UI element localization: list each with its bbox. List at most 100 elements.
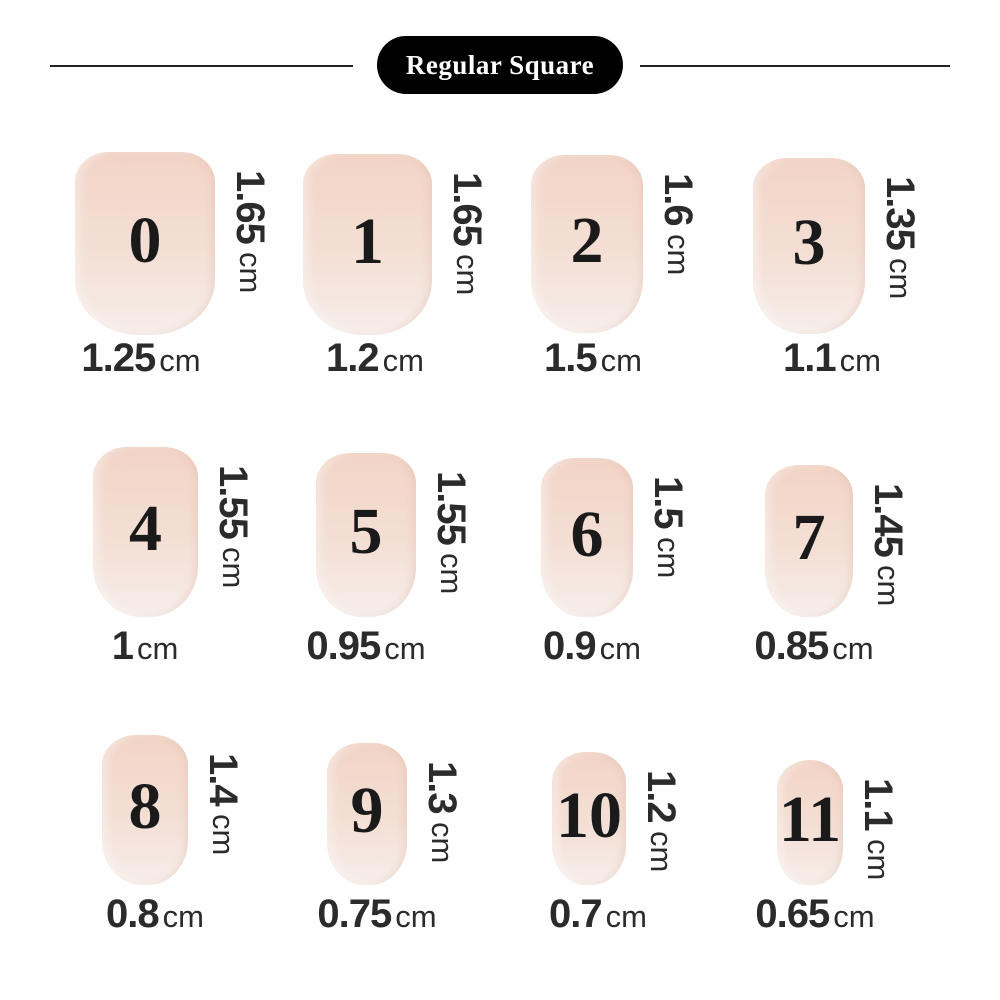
width-value: 1 <box>111 624 134 668</box>
width-unit: cm <box>600 343 642 378</box>
width-label: 0.9 cm <box>543 624 641 669</box>
nail-tip-image: 3 <box>753 158 865 334</box>
length-value: 1.65 <box>228 170 272 244</box>
length-value: 1.65 <box>445 172 489 246</box>
nail-tip-image: 4 <box>93 447 198 617</box>
width-value: 1.5 <box>544 336 598 380</box>
length-value: 1.45 <box>866 483 910 557</box>
nail-tip-image: 6 <box>541 458 633 617</box>
length-label: 1.3 cm <box>419 761 464 863</box>
width-label: 0.95 cm <box>306 624 425 669</box>
width-label: 1.5 cm <box>544 336 642 381</box>
width-unit: cm <box>136 631 179 666</box>
size-number: 3 <box>792 205 826 279</box>
width-unit: cm <box>839 343 881 378</box>
width-label: 0.7 cm <box>549 892 647 937</box>
length-value: 1.4 <box>201 753 245 806</box>
length-label: 1.35 cm <box>877 176 922 299</box>
width-value: 0.7 <box>549 892 603 936</box>
length-unit: cm <box>871 564 906 607</box>
width-label: 1.1 cm <box>783 336 881 381</box>
size-number: 1 <box>351 204 384 278</box>
width-unit: cm <box>384 631 426 666</box>
size-number: 9 <box>350 773 384 847</box>
size-number: 6 <box>570 497 604 571</box>
length-value: 1.2 <box>639 770 683 823</box>
size-number: 10 <box>556 778 622 852</box>
width-label: 1.2 cm <box>326 336 424 381</box>
width-value: 0.8 <box>106 892 160 936</box>
length-value: 1.55 <box>429 471 473 545</box>
width-label: 1 cm <box>112 624 179 669</box>
length-unit: cm <box>861 838 896 880</box>
page-title: Regular Square <box>377 36 623 94</box>
size-number: 2 <box>570 203 604 277</box>
width-value: 0.75 <box>317 892 392 936</box>
nail-tip-image: 11 <box>777 760 843 885</box>
length-unit: cm <box>450 253 485 296</box>
length-value: 1.1 <box>856 778 900 831</box>
divider-right <box>640 65 950 67</box>
length-label: 1.6 cm <box>655 173 700 275</box>
width-unit: cm <box>382 343 424 378</box>
nail-tip-image: 7 <box>765 465 853 617</box>
width-value: 1.25 <box>81 336 156 380</box>
length-value: 1.5 <box>646 476 690 529</box>
nail-tip-image: 9 <box>327 743 407 885</box>
width-unit: cm <box>159 343 201 378</box>
width-value: 0.65 <box>755 892 830 936</box>
length-unit: cm <box>434 552 469 595</box>
width-unit: cm <box>833 899 875 934</box>
divider-left <box>50 65 353 67</box>
nail-tip-image: 5 <box>316 453 416 617</box>
width-label: 0.8 cm <box>106 892 204 937</box>
nail-tip-image: 2 <box>531 155 643 333</box>
length-label: 1.5 cm <box>645 476 690 578</box>
length-label: 1.4 cm <box>200 753 245 855</box>
width-value: 1.2 <box>326 336 380 380</box>
nail-tip-image: 8 <box>102 735 188 885</box>
width-unit: cm <box>395 899 437 934</box>
width-unit: cm <box>605 899 647 934</box>
width-value: 0.9 <box>543 624 597 668</box>
length-unit: cm <box>661 233 696 275</box>
size-number: 7 <box>792 500 826 574</box>
length-unit: cm <box>883 257 918 300</box>
length-unit: cm <box>233 251 268 294</box>
width-unit: cm <box>832 631 874 666</box>
width-value: 0.95 <box>306 624 381 668</box>
size-number: 5 <box>349 494 383 568</box>
width-label: 1.25 cm <box>81 336 200 381</box>
nail-tip-image: 10 <box>552 752 626 885</box>
width-unit: cm <box>599 631 641 666</box>
length-unit: cm <box>644 830 679 872</box>
length-label: 1.65 cm <box>227 170 272 293</box>
size-number: 0 <box>128 203 162 277</box>
length-value: 1.6 <box>656 173 700 226</box>
length-label: 1.45 cm <box>865 483 910 606</box>
length-unit: cm <box>425 821 460 863</box>
size-number: 11 <box>778 782 842 856</box>
length-value: 1.35 <box>878 176 922 250</box>
nail-tip-image: 1 <box>303 154 432 335</box>
width-value: 1.1 <box>783 336 837 380</box>
length-value: 1.55 <box>211 465 255 539</box>
width-label: 0.65 cm <box>755 892 874 937</box>
length-label: 1.55 cm <box>428 471 473 594</box>
length-unit: cm <box>216 546 251 589</box>
length-label: 1.1 cm <box>855 778 900 880</box>
length-unit: cm <box>206 813 241 855</box>
length-label: 1.65 cm <box>444 172 489 295</box>
length-value: 1.3 <box>420 761 464 814</box>
size-number: 8 <box>128 769 162 843</box>
width-unit: cm <box>162 899 204 934</box>
width-label: 0.85 cm <box>754 624 873 669</box>
width-value: 0.85 <box>754 624 829 668</box>
nail-tip-image: 0 <box>75 152 215 335</box>
length-unit: cm <box>651 536 686 578</box>
size-number: 4 <box>129 491 162 565</box>
length-label: 1.55 cm <box>210 465 255 588</box>
length-label: 1.2 cm <box>638 770 683 872</box>
width-label: 0.75 cm <box>317 892 436 937</box>
